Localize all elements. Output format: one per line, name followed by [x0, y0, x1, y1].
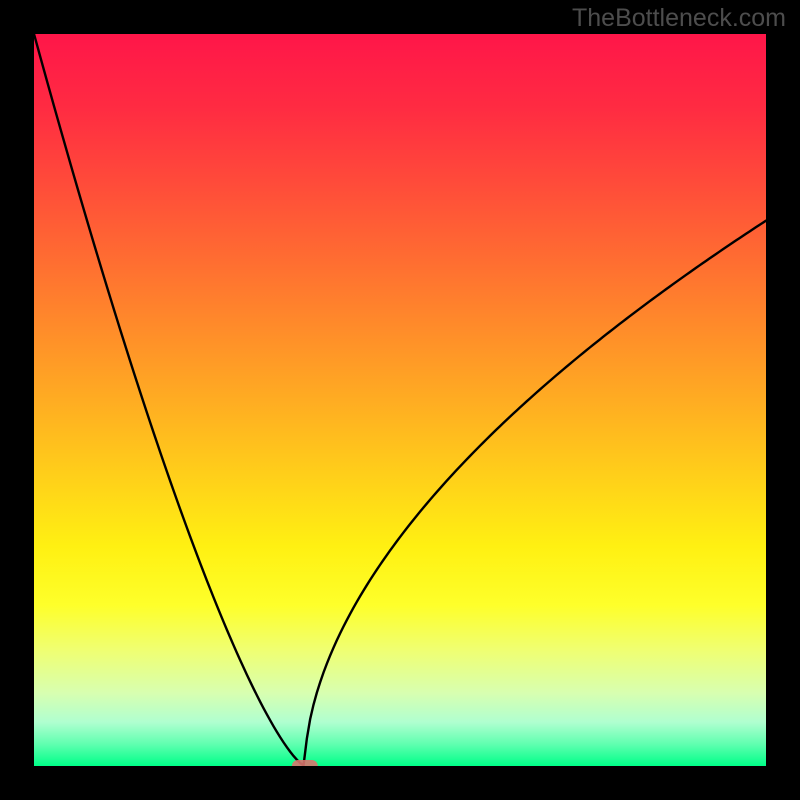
plot-svg [34, 34, 766, 766]
watermark-text: TheBottleneck.com [572, 4, 786, 33]
plot-area [34, 34, 766, 766]
minimum-marker [292, 760, 318, 766]
